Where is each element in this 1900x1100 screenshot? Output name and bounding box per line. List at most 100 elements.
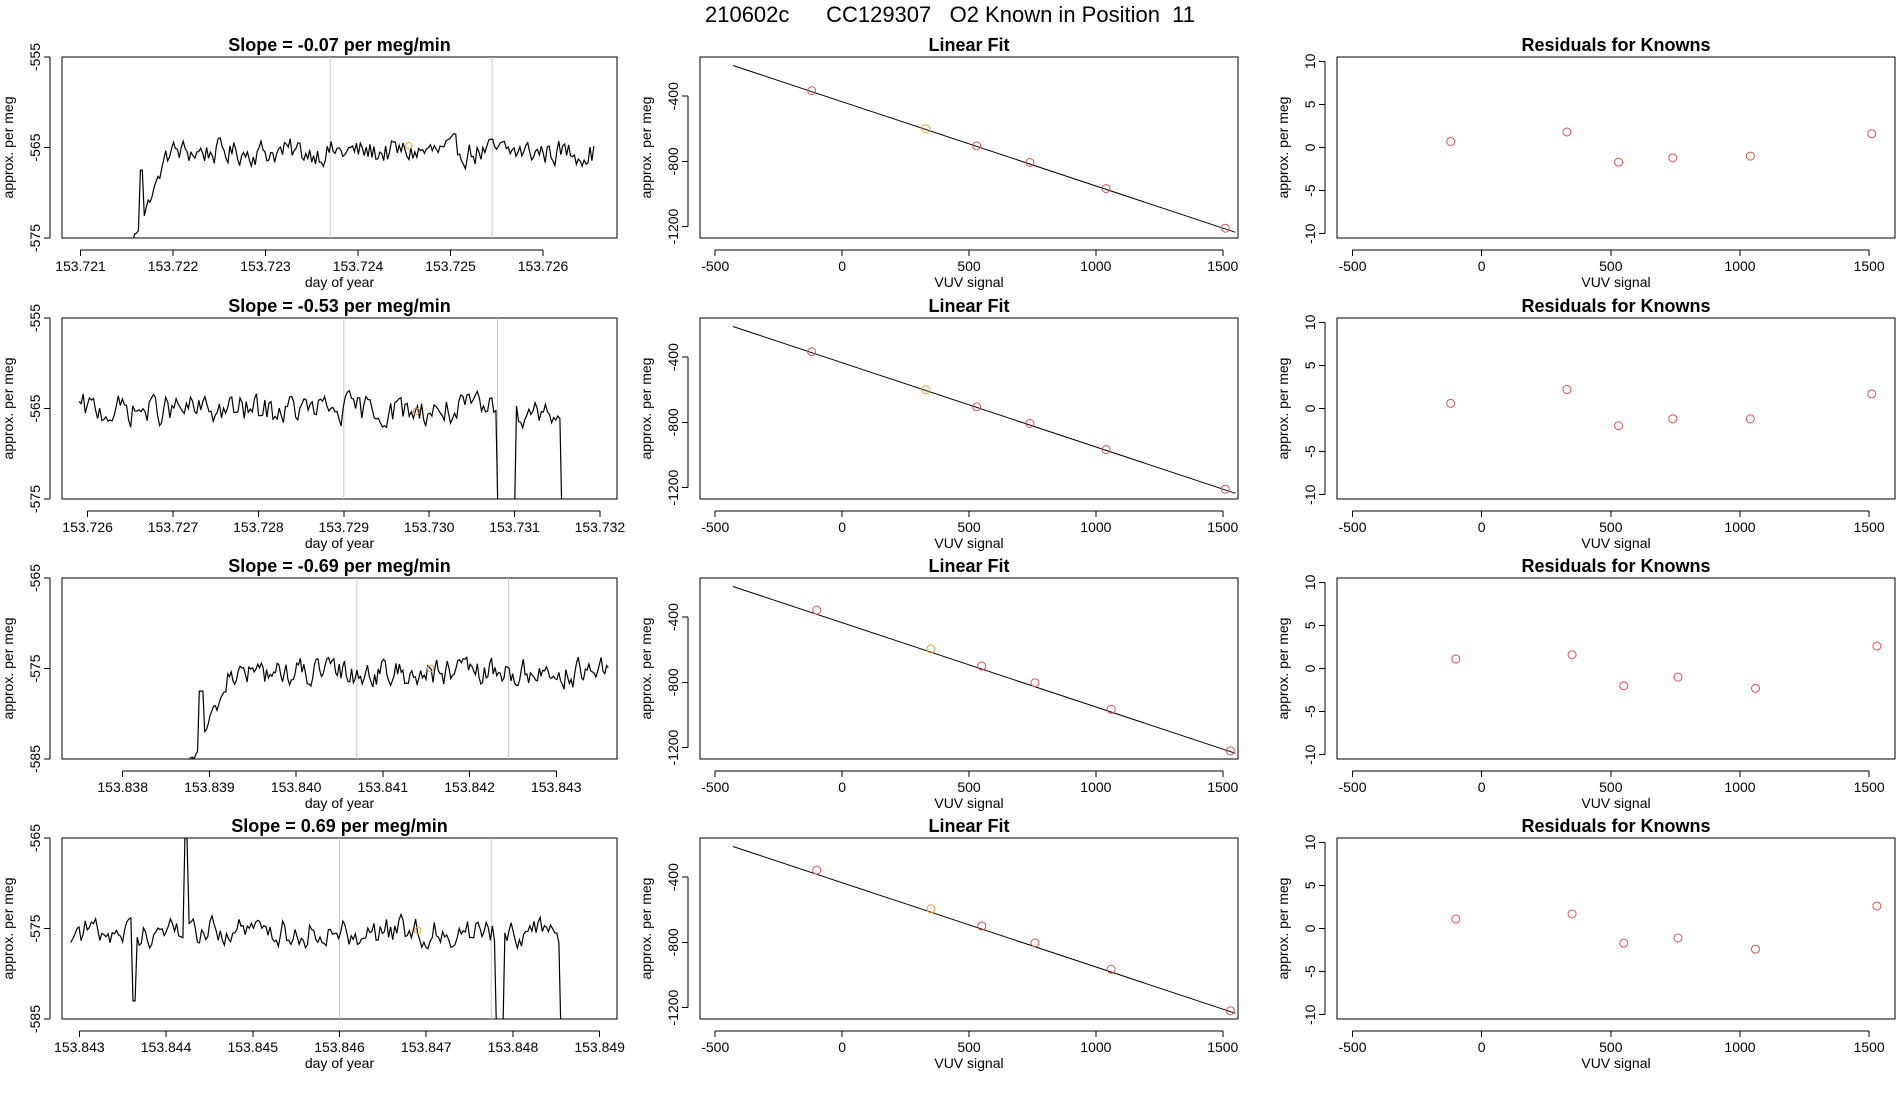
x-tick-label: -500	[701, 258, 729, 274]
fit-line	[732, 846, 1236, 1014]
residual-point	[1446, 136, 1456, 146]
panel-title: Linear Fit	[928, 556, 1009, 576]
x-tick-label: 153.839	[184, 779, 235, 795]
x-tick-label: 500	[1599, 779, 1623, 795]
data-point	[1101, 184, 1111, 194]
x-tick-label: 153.848	[488, 1039, 539, 1055]
y-tick-label: -575	[27, 654, 43, 682]
y-tick-label: -1200	[665, 208, 681, 244]
x-tick-label: 500	[957, 519, 981, 535]
x-tick-label: 1000	[1724, 1039, 1755, 1055]
residual-point	[1745, 414, 1755, 424]
x-tick-label: 153.728	[233, 519, 284, 535]
panel-title: Linear Fit	[928, 35, 1009, 55]
y-tick-label: -5	[1302, 705, 1318, 718]
residual-point	[1614, 157, 1624, 167]
panel-title: Linear Fit	[928, 816, 1009, 836]
y-tick-label: 5	[1302, 100, 1318, 108]
data-point	[1025, 419, 1035, 429]
data-point	[812, 605, 822, 615]
x-tick-label: 153.845	[227, 1039, 278, 1055]
x-tick-label: 153.843	[54, 1039, 105, 1055]
data-point	[1030, 938, 1040, 948]
data-layer	[70, 838, 562, 1019]
x-axis-label: day of year	[305, 535, 375, 551]
y-axis-label: approx. per meg	[0, 878, 16, 980]
linear-fit-panel-2: Linear Fit -500 0 500 1000 1500 VUV signal -120…	[638, 296, 1239, 551]
data-layer	[1446, 385, 1877, 431]
y-tick-label: -400	[665, 863, 681, 891]
y-tick-label: -555	[27, 304, 43, 332]
plot-frame	[699, 56, 1239, 239]
data-point	[972, 402, 982, 412]
data-layer	[133, 57, 595, 238]
data-point	[926, 644, 936, 654]
data-layer	[78, 318, 563, 499]
y-tick-label: 10	[1302, 314, 1318, 330]
data-point	[1220, 484, 1230, 494]
data-point	[977, 661, 987, 671]
data-layer	[732, 586, 1236, 756]
data-layer	[732, 326, 1236, 494]
data-point	[926, 904, 936, 914]
y-tick-label: -400	[665, 343, 681, 371]
x-tick-label: 1500	[1854, 1039, 1885, 1055]
x-tick-label: -500	[701, 519, 729, 535]
panel-title: Residuals for Knowns	[1521, 35, 1710, 55]
x-axis-label: day of year	[305, 795, 375, 811]
x-axis-label: VUV signal	[934, 274, 1003, 290]
data-series-line	[70, 838, 562, 1019]
x-tick-label: 0	[838, 519, 846, 535]
data-point	[1225, 1006, 1235, 1016]
residual-point	[1668, 153, 1678, 163]
y-axis-label: approx. per meg	[0, 97, 16, 199]
x-tick-label: 153.724	[333, 258, 384, 274]
x-tick-label: 1000	[1724, 258, 1755, 274]
data-series-line	[78, 389, 563, 499]
panel-title: Linear Fit	[928, 296, 1009, 316]
x-tick-label: 1500	[1854, 519, 1885, 535]
y-tick-label: -400	[665, 603, 681, 631]
y-axis-label: approx. per meg	[638, 618, 654, 720]
y-tick-label: -585	[27, 1005, 43, 1033]
x-tick-label: 153.840	[271, 779, 322, 795]
x-tick-label: 153.729	[318, 519, 369, 535]
data-series-line	[133, 133, 595, 238]
residual-point	[1451, 654, 1461, 664]
x-tick-label: 1000	[1080, 779, 1111, 795]
y-axis-label: approx. per meg	[1275, 618, 1291, 720]
residual-point	[1446, 398, 1456, 408]
residual-point	[1619, 681, 1629, 691]
y-tick-label: 0	[1302, 924, 1318, 932]
y-tick-label: -555	[27, 43, 43, 71]
data-point	[1101, 445, 1111, 455]
residual-point	[1745, 151, 1755, 161]
y-tick-label: -1200	[665, 729, 681, 765]
y-tick-label: -5	[1302, 184, 1318, 197]
y-axis-label: approx. per meg	[0, 618, 16, 720]
data-point	[1106, 964, 1116, 974]
x-tick-label: 1000	[1080, 519, 1111, 535]
x-axis-label: VUV signal	[934, 535, 1003, 551]
y-axis-label: approx. per meg	[1275, 878, 1291, 980]
y-tick-label: -800	[665, 408, 681, 436]
y-axis-label: approx. per meg	[638, 97, 654, 199]
timeseries-panel-4: Slope = 0.69 per meg/min 153.843 153.844 15…	[0, 816, 625, 1071]
y-tick-label: -10	[1302, 1004, 1318, 1024]
x-tick-label: -500	[1338, 779, 1366, 795]
residuals-panel-1: Residuals for Knowns -500 0 500 1000 1500 VUV …	[1275, 35, 1896, 290]
x-tick-label: 153.726	[518, 258, 569, 274]
residual-point	[1562, 385, 1572, 395]
plot-frame	[699, 837, 1239, 1020]
data-point	[1225, 746, 1235, 756]
data-point	[812, 865, 822, 875]
data-point	[921, 124, 931, 134]
x-tick-label: 1000	[1080, 258, 1111, 274]
y-tick-label: -10	[1302, 744, 1318, 764]
x-tick-label: 153.849	[574, 1039, 625, 1055]
residuals-panel-4: Residuals for Knowns -500 0 500 1000 1500 VUV …	[1275, 816, 1896, 1071]
plot-frame	[1336, 56, 1896, 239]
plot-frame	[1336, 837, 1896, 1020]
residual-point	[1867, 129, 1877, 139]
x-tick-label: 500	[957, 779, 981, 795]
